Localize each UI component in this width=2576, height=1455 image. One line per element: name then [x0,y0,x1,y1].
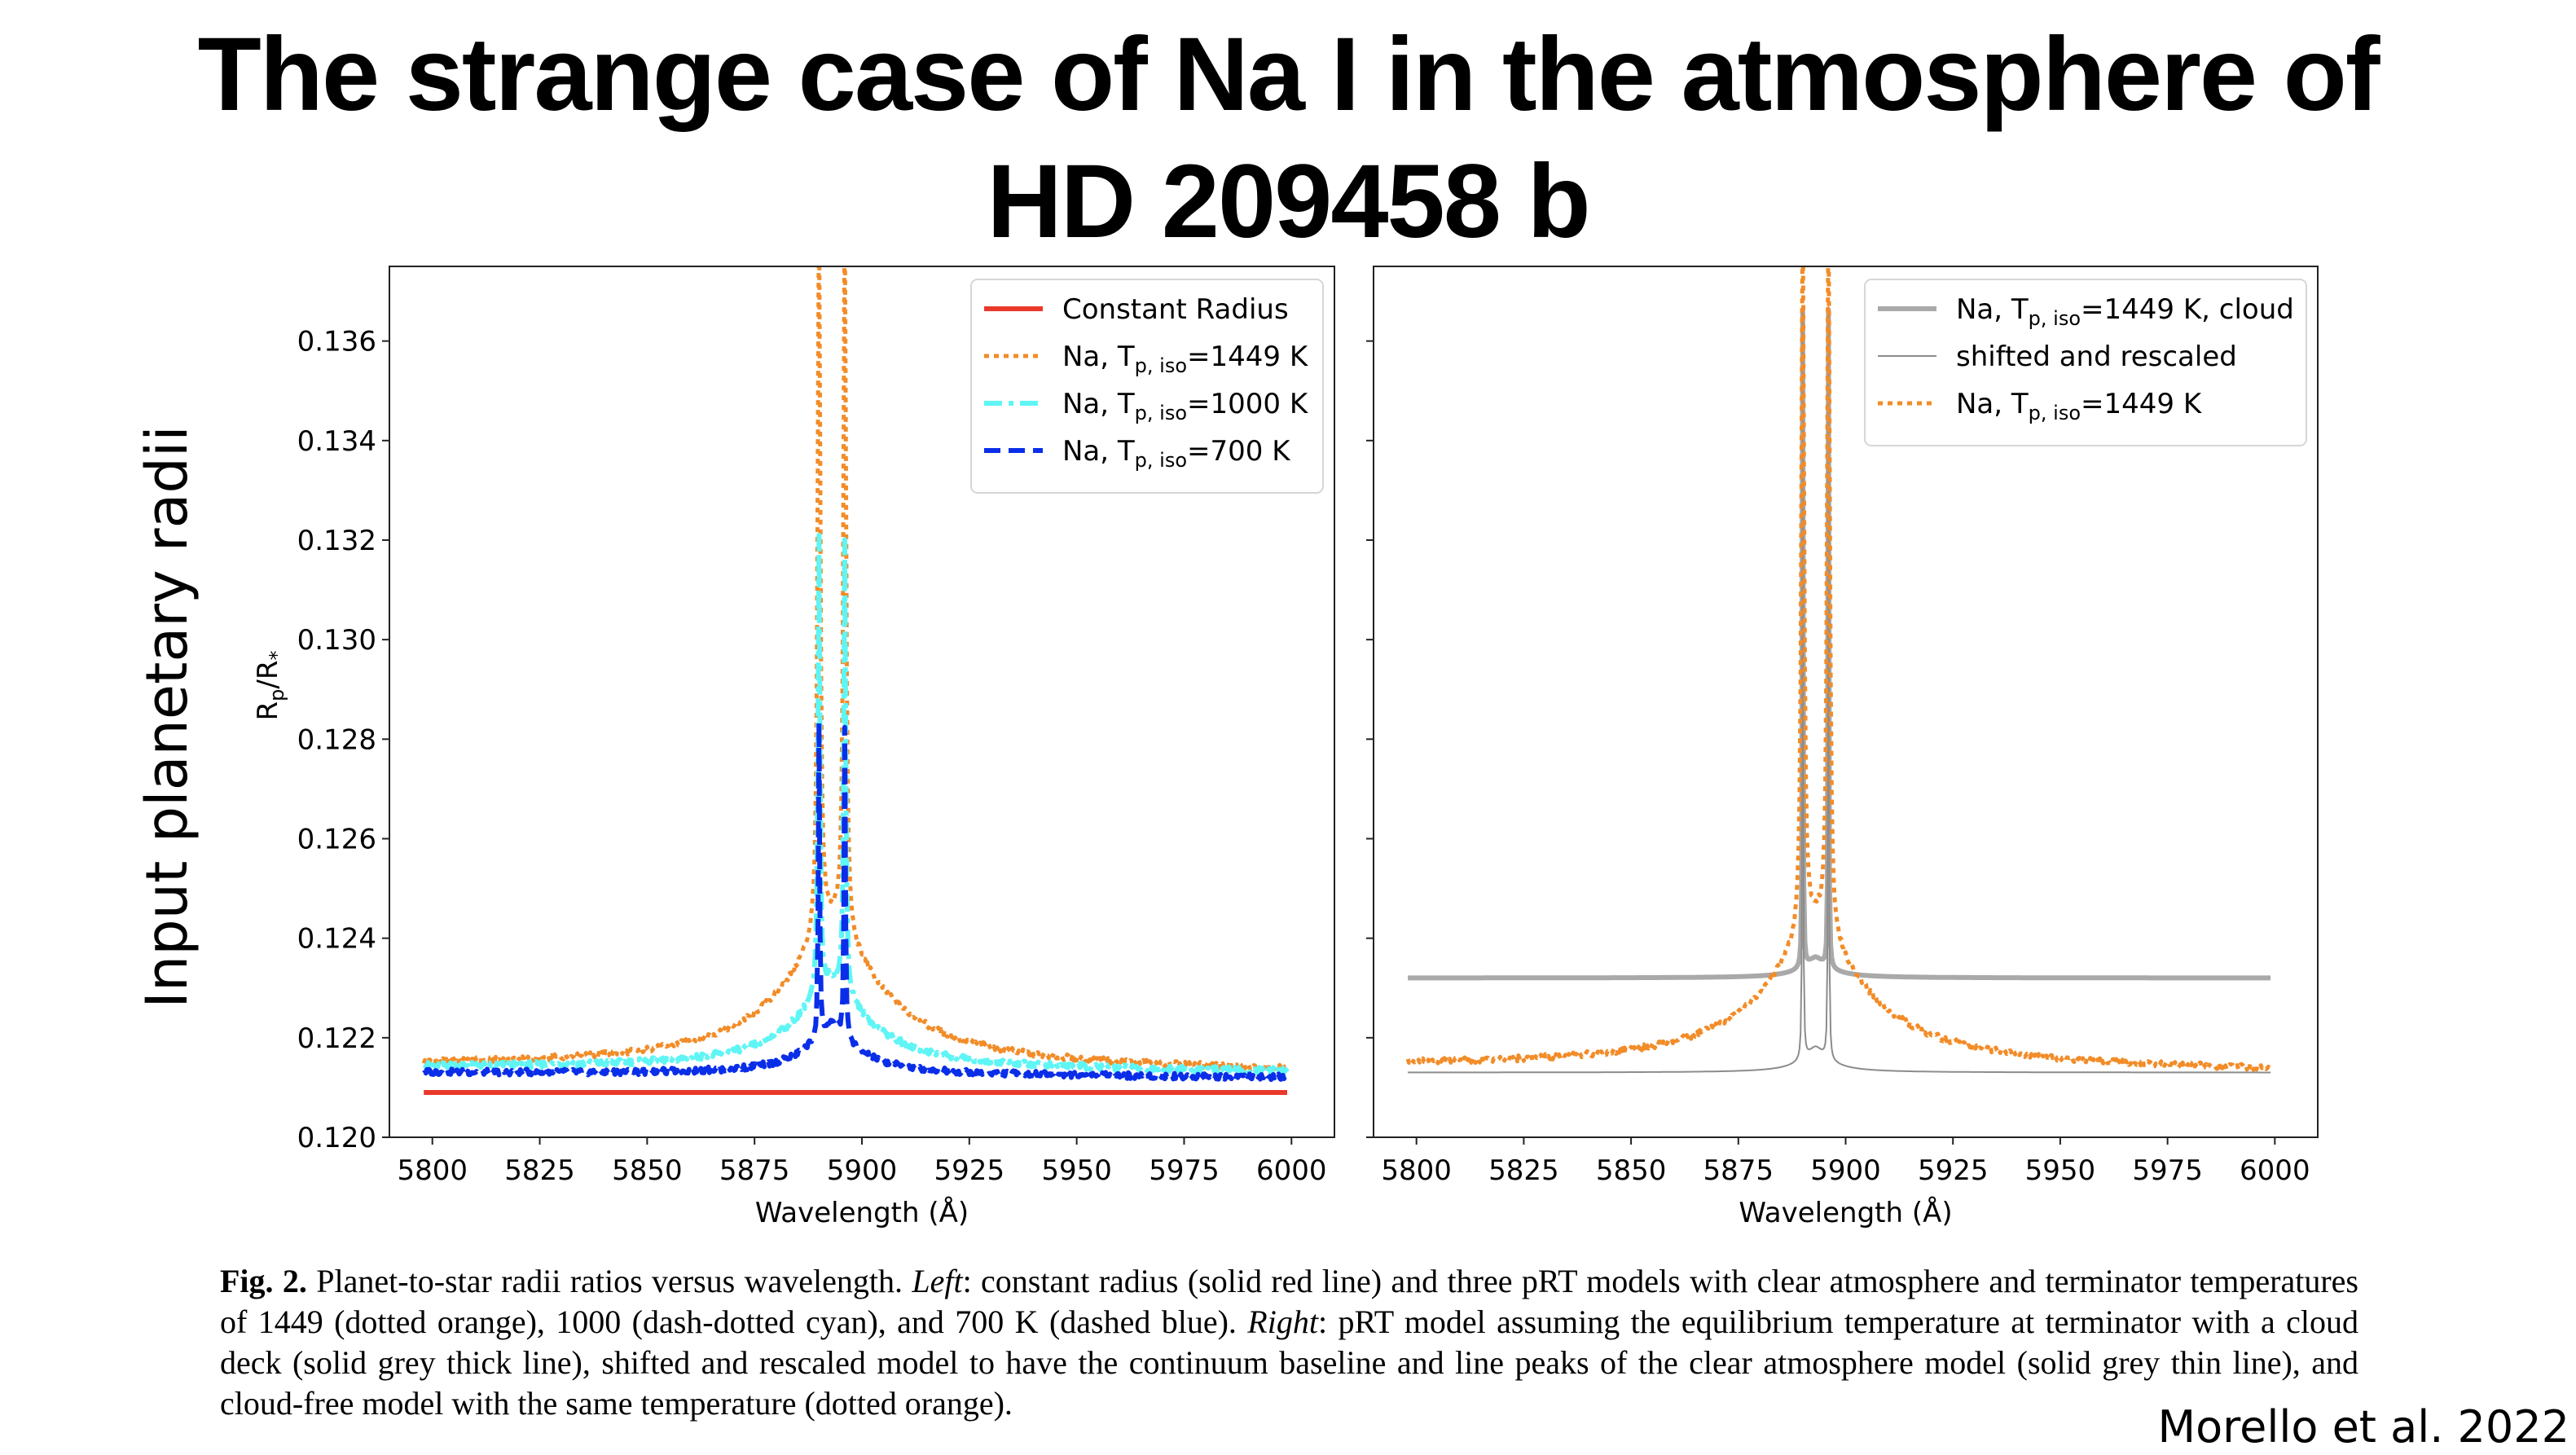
caption-fig-label: Fig. 2. [220,1263,307,1299]
series-line-na-tp-iso-1449-k [421,266,1289,1073]
y-tick-label: 0.120 [297,1122,376,1154]
legend-label: Na, Tp, iso=1449 K [1062,341,1309,377]
x-tick-label: 5875 [1703,1154,1774,1187]
right-panel: 5800 5825 5850 5875 5900 5925 5950 5975 6000 Wave… [1366,266,2319,1229]
x-tick-label: 5875 [719,1154,790,1187]
x-tick-label: 5950 [2025,1154,2096,1187]
x-tick-label: 5925 [1918,1154,1989,1187]
figure-caption: Fig. 2. Planet-to-star radii ratios vers… [220,1261,2358,1424]
x-tick-label: 5975 [2132,1154,2203,1187]
caption-part-2: : constant radius (solid red line) and t… [220,1263,2358,1340]
legend-box [970,279,1324,494]
y-tick-label: 0.124 [297,923,376,956]
x-tick-label: 5900 [1810,1154,1881,1187]
series-line-shifted-and-rescaled [1408,306,2271,1074]
y-tick-label: 0.134 [297,425,376,458]
x-tick-label: 5950 [1041,1154,1112,1187]
x-tick-label: 5975 [1149,1154,1220,1187]
legend-label: Na, Tp, iso=1449 K, cloud [1956,293,2294,330]
x-tick-label: 5900 [827,1154,898,1187]
series-line-na-tp-iso-1449-k [1405,266,2273,1072]
x-tick-label: 5925 [934,1154,1005,1187]
x-tick-label: 5850 [1596,1154,1667,1187]
legend-label: shifted and rescaled [1956,341,2237,373]
caption-left-label: Left [912,1263,963,1299]
series-line-na-tp-iso-1000-k [422,533,1290,1076]
y-tick-label: 0.132 [297,525,376,557]
y-tick-label: 0.130 [297,624,376,657]
x-tick-label: 5800 [1381,1154,1452,1187]
x-axis-label: Wavelength (Å) [1739,1196,1952,1229]
caption-part-1: Planet-to-star radii ratios versus wavel… [306,1263,912,1299]
x-tick-label: 6000 [2240,1154,2310,1187]
x-tick-label: 6000 [1256,1154,1327,1187]
citation-credit: Morello et al. 2022 [2157,1401,2570,1453]
series-group [1405,266,2273,1074]
legend-label: Na, Tp, iso=1449 K [1956,388,2203,424]
legend-label: Constant Radius [1062,293,1289,326]
slide-title-line-2: HD 209458 b [987,143,1590,260]
x-axis-label: Wavelength (Å) [755,1196,969,1229]
y-tick-label: 0.128 [297,723,376,756]
series-line-na-tp-iso-1449-k-cloud [1406,307,2272,981]
legend-label: Na, Tp, iso=1000 K [1062,388,1309,424]
caption-part-3: : pRT model assuming the equilibrium tem… [220,1303,2358,1422]
y-tick-label: 0.122 [297,1022,376,1055]
legend-label: Na, Tp, iso=700 K [1062,435,1291,472]
x-tick-label: 5825 [504,1154,575,1187]
y-axis-label: Rp/R* [252,651,288,721]
x-tick-label: 5800 [397,1154,468,1187]
x-tick-label: 5850 [612,1154,683,1187]
left-panel: 5800 5825 5850 5875 5900 5925 5950 5975 6000 0.12… [252,266,1335,1229]
y-tick-label: 0.126 [297,823,376,855]
series-group [421,266,1290,1095]
caption-right-label: Right [1247,1303,1318,1340]
series-line-na-tp-iso-700-k [422,720,1289,1083]
x-tick-label: 5825 [1488,1154,1559,1187]
slide-title-line-1: The strange case of Na I in the atmosphe… [197,16,2380,133]
y-tick-label: 0.136 [297,326,376,358]
legend-box [1864,279,2307,446]
